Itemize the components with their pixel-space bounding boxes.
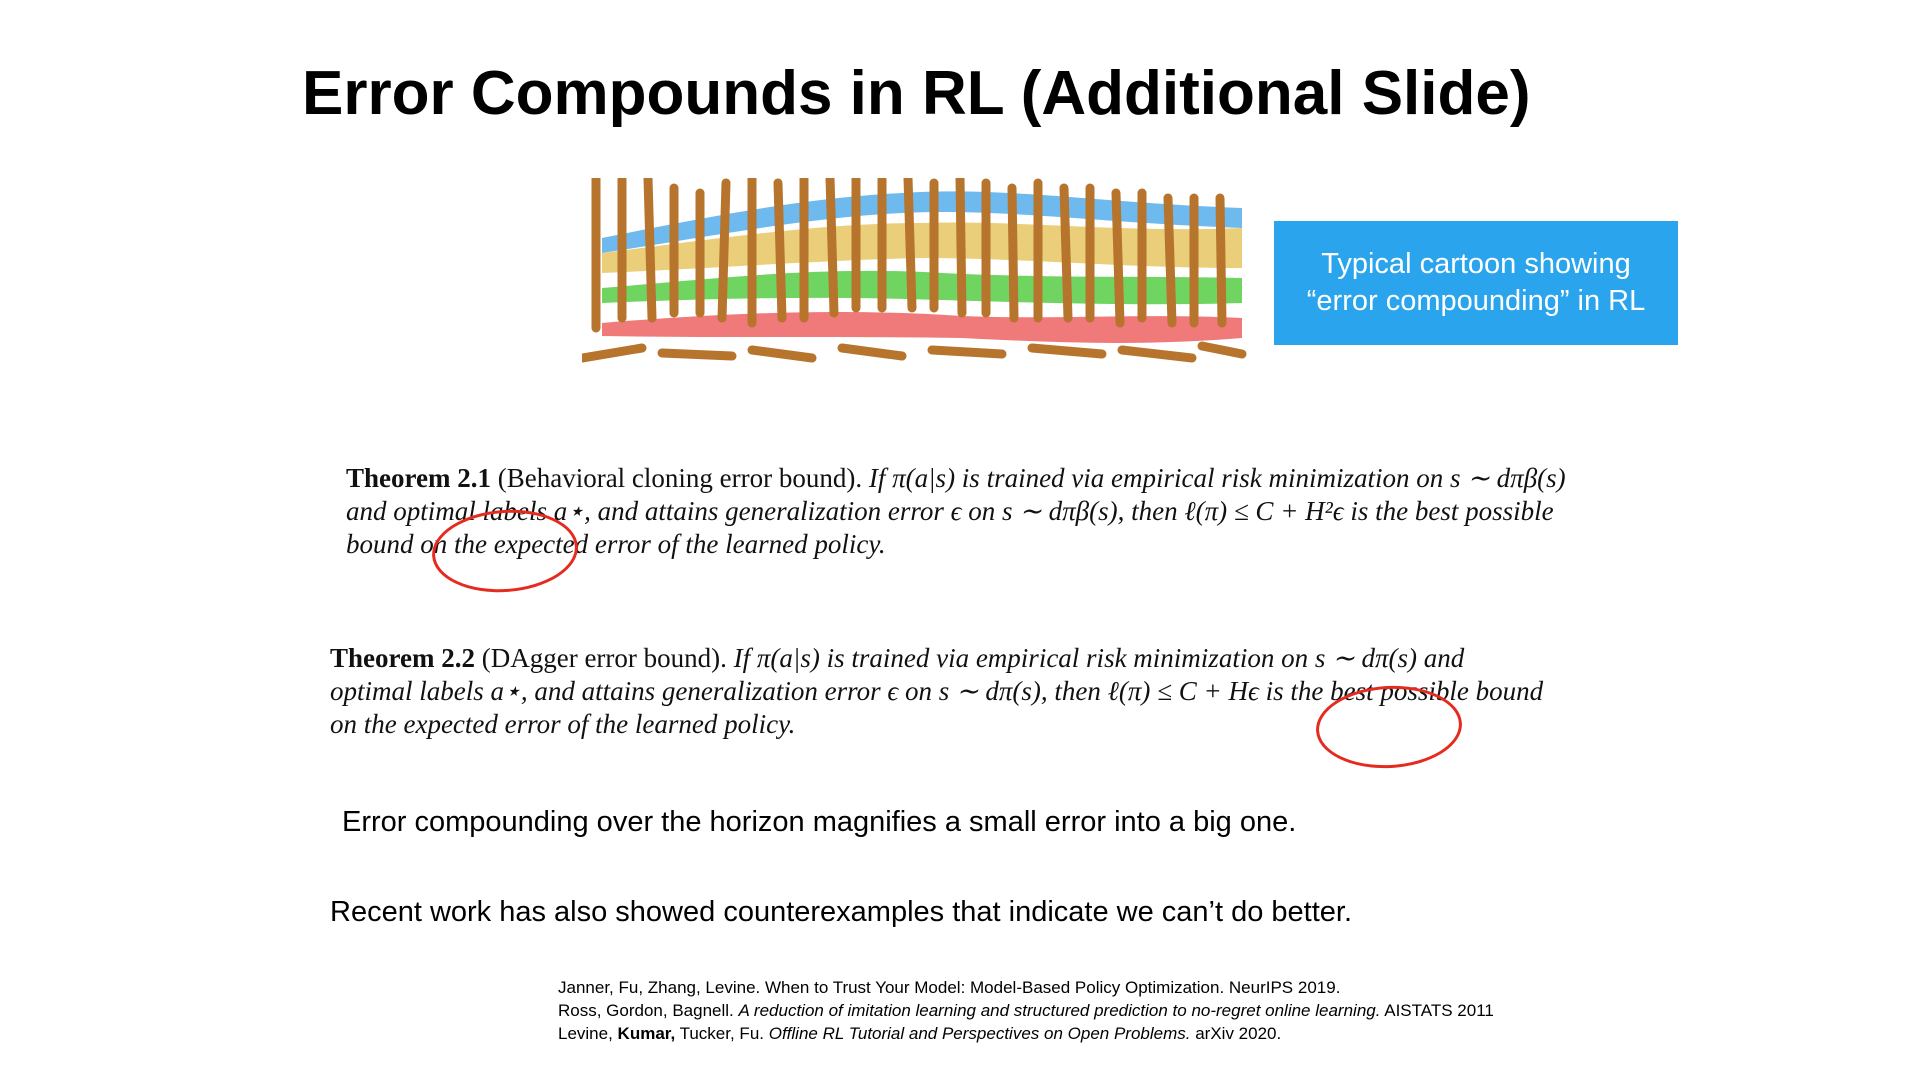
callout-line-1: Typical cartoon showing <box>1321 248 1631 280</box>
theorem-2-2: Theorem 2.2 (DAgger error bound). If π(a… <box>330 642 1550 741</box>
theorem-2-1-label: Theorem 2.1 <box>346 463 491 493</box>
references: Janner, Fu, Zhang, Levine. When to Trust… <box>558 976 1494 1045</box>
counterexamples-statement: Recent work has also showed counterexamp… <box>330 896 1353 928</box>
blue-trajectory-band <box>602 191 1242 253</box>
compounding-statement: Error compounding over the horizon magni… <box>342 806 1297 838</box>
theorem-2-2-statement: If π(a|s) is trained via empirical risk … <box>330 643 1544 739</box>
theorem-2-1-name: (Behavioral cloning error bound). <box>497 463 863 493</box>
reference-2: Ross, Gordon, Bagnell. A reduction of im… <box>558 1001 1494 1020</box>
error-compounding-cartoon <box>582 178 1247 363</box>
theorem-2-2-name: (DAgger error bound). <box>481 643 727 673</box>
red-trajectory-band <box>602 312 1242 343</box>
yellow-trajectory-band <box>602 222 1242 273</box>
reference-3: Levine, Kumar, Tucker, Fu. Offline RL Tu… <box>558 1024 1282 1043</box>
cartoon-caption-callout: Typical cartoon showing “error compoundi… <box>1274 221 1678 345</box>
slide-title: Error Compounds in RL (Additional Slide) <box>302 59 1531 128</box>
callout-line-2: “error compounding” in RL <box>1306 285 1646 317</box>
theorem-2-1-statement: If π(a|s) is trained via empirical risk … <box>346 463 1566 559</box>
theorem-2-1: Theorem 2.1 (Behavioral cloning error bo… <box>346 462 1566 561</box>
theorem-2-2-label: Theorem 2.2 <box>330 643 475 673</box>
reference-1: Janner, Fu, Zhang, Levine. When to Trust… <box>558 978 1341 997</box>
green-trajectory-band <box>602 270 1242 305</box>
walker-figures <box>582 178 1247 363</box>
